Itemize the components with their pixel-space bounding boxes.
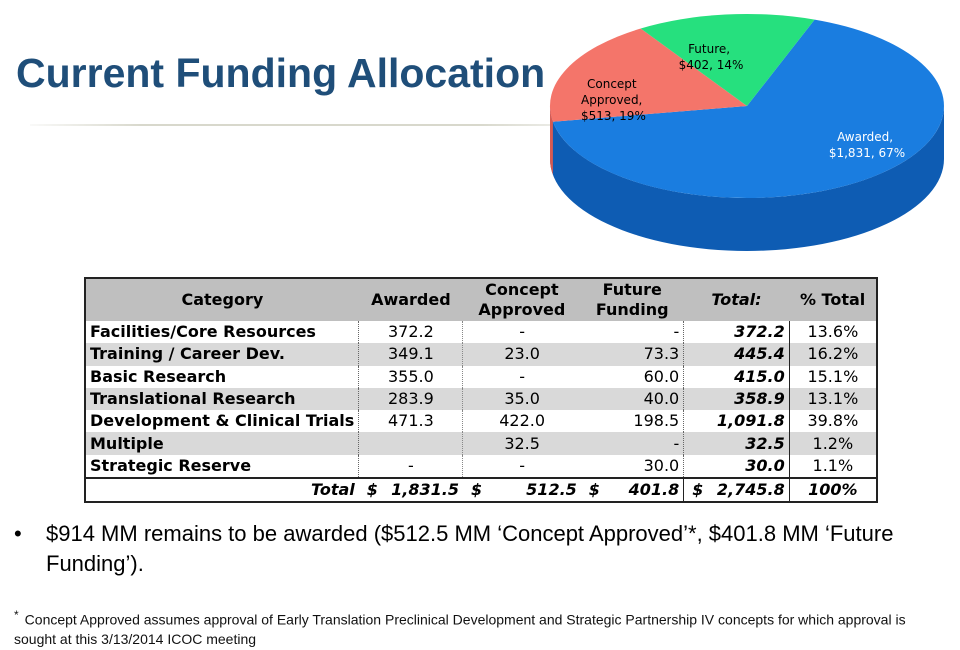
header-future-funding: Future Funding (580, 278, 684, 321)
footnote: * Concept Approved assumes approval of Ea… (14, 606, 934, 649)
cell-total: 30.0 (683, 454, 790, 479)
table-row: Development & Clinical Trials 471.3 422.… (85, 410, 877, 433)
page-title: Current Funding Allocation (16, 50, 546, 96)
footnote-marker: * (14, 608, 19, 622)
cell-awarded: 355.0 (358, 365, 464, 388)
cell-future: 73.3 (580, 343, 685, 366)
total-awarded: $1,831.5 (358, 477, 463, 503)
total-percent: 100% (788, 477, 877, 503)
cell-percent: 15.1% (807, 366, 859, 386)
pie-label-concept-approved: Concept Approved, $513, 19% (581, 77, 646, 123)
funding-table: Category Awarded Concept Approved Future F… (84, 277, 878, 504)
header-percent-total: % Total (789, 278, 877, 321)
cell-awarded: 372.2 (358, 321, 464, 344)
cell-awarded (358, 432, 464, 455)
cell-percent: 13.1% (789, 387, 877, 411)
table-row: Strategic Reserve - - 30.0 30.0 1.1% (85, 454, 877, 479)
cell-category: Basic Research (85, 365, 360, 388)
summary-bullet: • $914 MM remains to be awarded ($512.5 … (14, 519, 934, 579)
table-row: Translational Research 283.9 35.0 40.0 3… (85, 387, 877, 411)
table-row: Basic Research 355.0 - 60.0 415.0 15.1% (85, 365, 877, 388)
cell-category: Strategic Reserve (85, 454, 360, 479)
cell-percent: 16.2% (789, 343, 877, 366)
cell-future: 60.0 (580, 365, 685, 388)
table-row: Facilities/Core Resources 372.2 - - 372.… (85, 321, 877, 344)
title-divider (30, 124, 590, 126)
table-header-row: Category Awarded Concept Approved Future F… (85, 278, 877, 321)
cell-concept: - (519, 366, 526, 386)
cell-awarded: - (358, 454, 464, 479)
cell-concept: 32.5 (462, 432, 581, 455)
header-concept-approved: Concept Approved (462, 278, 581, 321)
bullet-dot-icon: • (14, 521, 22, 546)
table-row: Multiple 32.5 - 32.5 1.2% (85, 432, 877, 455)
cell-total: 358.9 (683, 387, 790, 411)
cell-awarded: 283.9 (358, 387, 464, 411)
cell-category: Multiple (85, 432, 360, 455)
cell-future: - (580, 432, 685, 455)
pie-slice-awarded (552, 19, 944, 199)
total-label: Total (85, 477, 359, 503)
cell-future: 198.5 (580, 410, 685, 433)
cell-awarded: 471.3 (358, 410, 464, 433)
cell-percent: 1.1% (812, 455, 854, 475)
table-row: Training / Career Dev. 349.1 23.0 73.3 4… (85, 343, 877, 366)
pie-slice-future (640, 13, 815, 107)
cell-concept: 35.0 (462, 387, 581, 411)
cell-total: 372.2 (683, 321, 790, 344)
total-future: $401.8 (580, 477, 684, 503)
cell-concept: - (519, 455, 526, 475)
cell-concept: 422.0 (499, 411, 546, 431)
cell-future: 40.0 (580, 387, 685, 411)
pie-label-awarded: Awarded, $1,831, 67% (829, 130, 905, 160)
cell-awarded: 349.1 (358, 343, 464, 366)
cell-concept: 23.0 (462, 343, 581, 366)
pie-side-wall (550, 106, 944, 251)
table-total-row: Total $1,831.5 $512.5 $401.8 $2,745.8 10… (85, 477, 877, 503)
header-total: Total: (683, 278, 790, 321)
cell-total: 32.5 (683, 432, 790, 455)
pie-side-concept-approved (549, 106, 553, 175)
cell-future: - (580, 321, 685, 344)
pie-slice-concept-approved (549, 28, 747, 122)
summary-text: $914 MM remains to be awarded ($512.5 MM… (46, 521, 894, 576)
cell-percent: 13.6% (807, 322, 859, 342)
cell-percent: 39.8% (807, 411, 859, 431)
total-concept: $512.5 (462, 477, 581, 503)
cell-total: 415.0 (683, 365, 790, 388)
cell-future: 30.0 (580, 454, 685, 479)
cell-percent: 1.2% (789, 432, 877, 455)
pie-label-future: Future, $402, 14% (679, 42, 744, 72)
funding-pie-chart: Awarded, $1,831, 67% Concept Approved, $… (549, 13, 944, 251)
cell-category: Facilities/Core Resources (85, 321, 360, 344)
cell-total: 1,091.8 (683, 410, 790, 433)
header-awarded: Awarded (358, 278, 463, 321)
footnote-text: Concept Approved assumes approval of Ear… (14, 611, 906, 647)
cell-category: Translational Research (85, 387, 360, 411)
total-grand: $2,745.8 (683, 477, 790, 503)
cell-category: Training / Career Dev. (85, 343, 360, 366)
cell-concept: - (519, 322, 526, 342)
header-category: Category (85, 278, 359, 321)
cell-category: Development & Clinical Trials (85, 410, 360, 433)
cell-total: 445.4 (683, 343, 790, 366)
